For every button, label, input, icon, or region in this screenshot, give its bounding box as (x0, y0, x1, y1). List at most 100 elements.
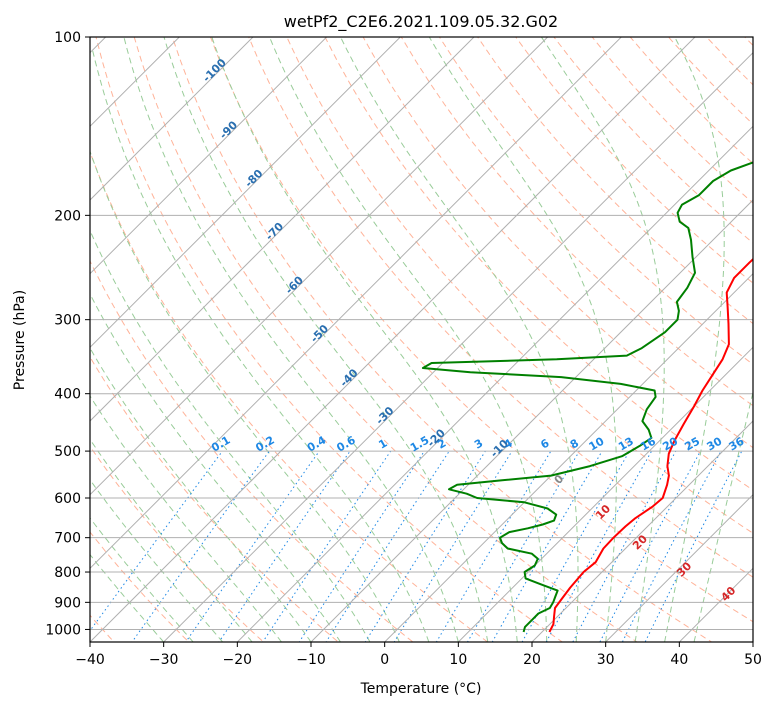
mixing-ratio-line (262, 450, 392, 642)
dry-adiabat (133, 37, 638, 642)
isotherm (310, 199, 753, 642)
y-tick-label: 700 (54, 531, 81, 547)
moist-adiabat (90, 438, 253, 642)
moist-adiabat (90, 479, 223, 642)
x-axis: −40 −30 −20 −10 0 10 20 30 40 50 (75, 642, 762, 668)
y-axis-label: Pressure (hPa) (12, 290, 28, 390)
y-axis: 100 200 300 400 500 600 700 800 900 1000 (45, 30, 90, 638)
x-tick-label: −30 (149, 652, 179, 668)
background-label: -50 (308, 322, 331, 345)
plot-frame (89, 36, 754, 643)
isotherm (90, 37, 181, 128)
background-label: -40 (337, 366, 360, 389)
background-label: -80 (242, 167, 265, 190)
moist-adiabat (90, 149, 400, 642)
isotherm (457, 346, 753, 642)
isotherm (383, 272, 753, 642)
dry-adiabat (90, 445, 265, 642)
moist-adiabat (664, 37, 725, 642)
background-label: -60 (283, 273, 306, 296)
dry-adiabat (362, 37, 753, 449)
isotherm (752, 641, 753, 642)
dry-adiabat (90, 150, 489, 642)
background-label: 3 (472, 437, 485, 452)
isotherm (0, 10, 59, 654)
y-tick-label: 800 (54, 565, 81, 581)
dry-adiabat (286, 37, 753, 534)
background-label: 10 (593, 502, 613, 522)
isotherm (162, 51, 753, 642)
profile-lines (421, 161, 753, 633)
x-tick-label: 20 (523, 652, 541, 668)
isotherm (90, 37, 254, 201)
isotherm (90, 37, 623, 570)
y-tick-label: 1000 (45, 622, 81, 638)
dry-adiabat (90, 531, 190, 642)
moist-adiabat (163, 37, 489, 642)
dry-adiabat (515, 37, 753, 284)
x-tick-label: −10 (296, 652, 326, 668)
moist-adiabat (123, 37, 459, 642)
background-label: 8 (568, 437, 581, 452)
moist-adiabat (269, 37, 548, 642)
x-tick-label: 10 (449, 652, 467, 668)
mixing-ratio-line (131, 450, 270, 642)
y-tick-label: 200 (54, 208, 81, 224)
y-tick-label: 300 (54, 313, 81, 329)
mixing-ratio-line (521, 450, 630, 642)
dry-adiabat (591, 37, 753, 204)
isotherm (531, 420, 753, 642)
grid-lines (0, 10, 753, 654)
dry-adiabat (209, 37, 753, 623)
dry-adiabat (400, 37, 753, 407)
x-tick-label: −40 (75, 652, 105, 668)
y-tick-label: 100 (54, 30, 81, 46)
y-tick-label: 600 (54, 491, 81, 507)
dry-adiabat (90, 356, 339, 642)
moist-adiabat (211, 37, 518, 642)
background-label: 6 (538, 436, 551, 451)
moist-adiabat (693, 390, 753, 642)
plot-background (90, 10, 775, 654)
x-tick-label: 0 (380, 652, 389, 668)
background-label: 40 (718, 584, 738, 604)
moist-adiabat (90, 293, 341, 642)
isotherm (90, 37, 328, 275)
y-tick-label: 400 (54, 387, 81, 403)
temperature-profile (548, 257, 753, 633)
background-labels: 0.1 0.2 0.4 0.6 1 1.5 2 3 4 6 8 10 13 16 20 25 30 36-100-… (200, 56, 746, 604)
background-label: -100 (200, 56, 229, 85)
dry-adiabat (629, 37, 753, 165)
y-tick-label: 900 (54, 595, 81, 611)
x-tick-label: 50 (744, 652, 762, 668)
isotherm (236, 125, 753, 642)
isotherm (90, 37, 696, 642)
isotherm (90, 37, 549, 496)
moist-adiabat (90, 553, 165, 642)
moist-adiabat (91, 49, 430, 642)
isotherm (90, 37, 475, 422)
isotherm (90, 37, 402, 349)
mixing-ratio-line (644, 450, 743, 642)
chart-title: wetPf2_C2E6.2021.109.05.32.G02 (284, 12, 558, 32)
x-tick-label: 40 (670, 652, 688, 668)
dewpoint-profile (421, 161, 753, 633)
moist-adiabat (540, 37, 665, 642)
dry-adiabat (324, 37, 753, 491)
x-axis-label: Temperature (°C) (360, 681, 482, 697)
x-tick-label: 30 (597, 652, 615, 668)
moist-adiabat (90, 394, 282, 642)
moist-adiabat (340, 37, 579, 642)
dry-adiabat (248, 37, 753, 578)
dry-adiabat (171, 37, 713, 642)
moist-adiabat (428, 37, 617, 642)
isotherm (604, 493, 753, 642)
moist-adiabat (90, 229, 371, 642)
background-label: -70 (263, 220, 286, 243)
mixing-ratio-line (298, 450, 425, 642)
dry-adiabat (90, 259, 414, 642)
dry-adiabat (95, 37, 564, 642)
background-label: -30 (373, 404, 396, 427)
dry-adiabat (756, 10, 775, 654)
